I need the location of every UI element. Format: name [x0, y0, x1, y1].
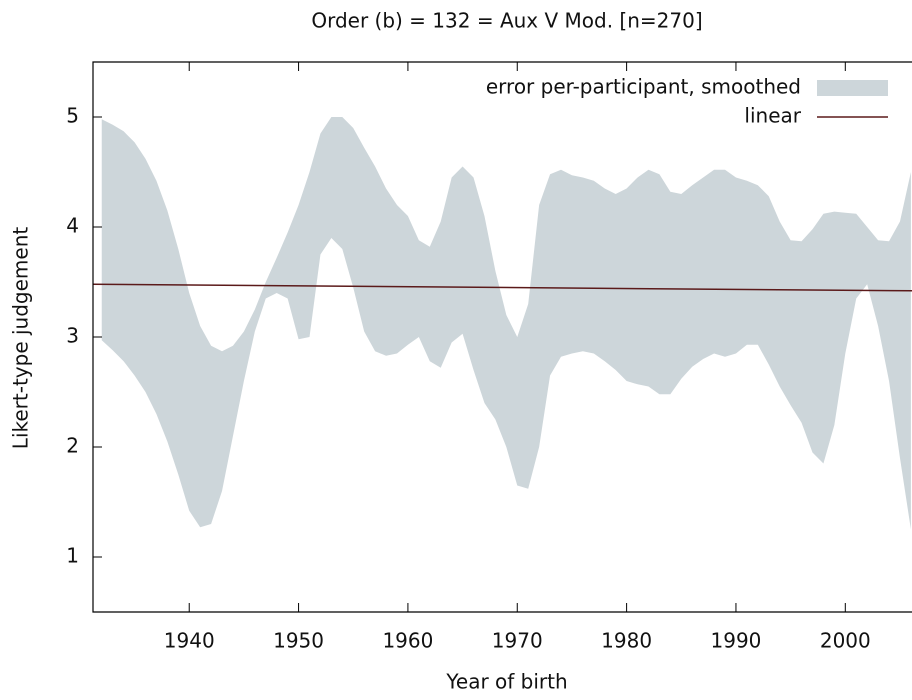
linear-line — [93, 283, 912, 292]
x-tick-label: 1960 — [382, 629, 433, 653]
x-tick-label: 1950 — [273, 629, 324, 653]
x-axis-label: Year of birth — [445, 670, 567, 694]
x-tick-label: 1970 — [492, 629, 543, 653]
legend-label: error per-participant, smoothed — [486, 75, 801, 99]
plot-area — [93, 117, 912, 530]
y-tick-label: 5 — [66, 104, 79, 128]
error-band — [101, 117, 911, 530]
x-tick-label: 2000 — [820, 629, 871, 653]
chart-title: Order (b) = 132 = Aux V Mod. [n=270] — [311, 9, 702, 33]
y-axis-label: Likert-type judgement — [9, 227, 33, 450]
y-tick-label: 4 — [66, 214, 79, 238]
y-tick-label: 1 — [66, 544, 79, 568]
legend-swatch — [817, 80, 888, 96]
y-tick-label: 3 — [66, 324, 79, 348]
x-tick-label: 1980 — [601, 629, 652, 653]
x-tick-label: 1990 — [711, 629, 762, 653]
y-tick-label: 2 — [66, 434, 79, 458]
x-tick-label: 1940 — [164, 629, 215, 653]
legend-label: linear — [744, 104, 801, 128]
